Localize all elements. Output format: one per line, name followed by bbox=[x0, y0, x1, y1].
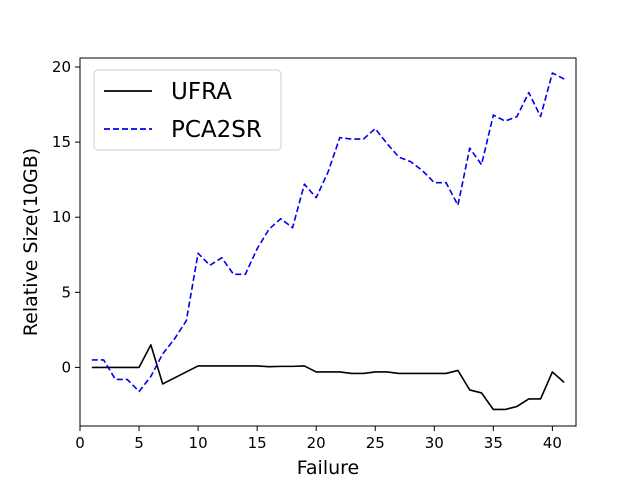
y-tick-label: 5 bbox=[61, 283, 71, 301]
x-tick-label: 25 bbox=[366, 434, 385, 452]
x-tick-label: 5 bbox=[134, 434, 144, 452]
y-tick-label: 0 bbox=[61, 358, 71, 376]
plot-frame bbox=[79, 57, 577, 427]
legend: UFRA PCA2SR bbox=[93, 69, 282, 151]
x-tick-label: 35 bbox=[484, 434, 503, 452]
y-axis-ticks: 0 5 10 15 20 bbox=[52, 58, 80, 376]
y-tick-label: 15 bbox=[52, 133, 71, 151]
x-tick-label: 10 bbox=[189, 434, 208, 452]
series-line-pca2sr bbox=[91, 72, 565, 393]
series-lines bbox=[91, 72, 565, 411]
x-tick-label: 20 bbox=[307, 434, 326, 452]
legend-box bbox=[93, 69, 282, 151]
x-tick-label: 0 bbox=[75, 434, 85, 452]
y-tick-label: 10 bbox=[52, 208, 71, 226]
x-tick-label: 40 bbox=[543, 434, 562, 452]
x-tick-label: 15 bbox=[248, 434, 267, 452]
x-axis-ticks: 0 5 10 15 20 25 30 35 40 bbox=[75, 426, 562, 452]
legend-label: UFRA bbox=[171, 79, 232, 105]
y-axis-label: Relative Size(10GB) bbox=[20, 148, 42, 336]
series-line-ufra bbox=[91, 344, 565, 411]
y-tick-label: 20 bbox=[52, 58, 71, 76]
x-tick-label: 30 bbox=[425, 434, 444, 452]
x-axis-label: Failure bbox=[297, 457, 360, 479]
legend-label: PCA2SR bbox=[171, 117, 262, 143]
